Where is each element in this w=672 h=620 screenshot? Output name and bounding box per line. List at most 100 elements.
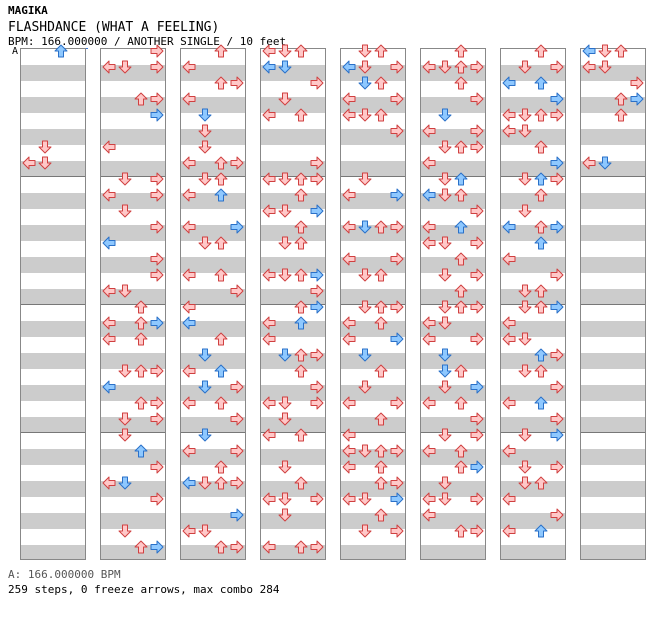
- song-title: FLASHDANCE (WHAT A FEELING): [8, 20, 220, 35]
- chart-column-8: [580, 44, 646, 560]
- measure-line: [21, 176, 85, 177]
- down-arrow-icon: [118, 524, 132, 538]
- right-arrow-icon: [470, 380, 484, 394]
- right-arrow-icon: [470, 460, 484, 474]
- down-arrow-icon: [518, 428, 532, 442]
- left-arrow-icon: [502, 332, 516, 346]
- down-arrow-icon: [358, 444, 372, 458]
- measure-line: [341, 304, 405, 305]
- down-arrow-icon: [518, 332, 532, 346]
- left-arrow-icon: [342, 316, 356, 330]
- measure-line: [501, 432, 565, 433]
- left-arrow-icon: [342, 460, 356, 474]
- left-arrow-icon: [422, 156, 436, 170]
- down-arrow-icon: [198, 172, 212, 186]
- down-arrow-icon: [198, 348, 212, 362]
- left-arrow-icon: [342, 108, 356, 122]
- right-arrow-icon: [390, 220, 404, 234]
- right-arrow-icon: [390, 188, 404, 202]
- chart-column-2: [100, 44, 166, 560]
- up-arrow-icon: [454, 220, 468, 234]
- left-arrow-icon: [342, 188, 356, 202]
- down-arrow-icon: [438, 316, 452, 330]
- down-arrow-icon: [278, 92, 292, 106]
- left-arrow-icon: [182, 188, 196, 202]
- down-arrow-icon: [518, 204, 532, 218]
- down-arrow-icon: [278, 460, 292, 474]
- up-arrow-icon: [534, 172, 548, 186]
- right-arrow-icon: [390, 300, 404, 314]
- right-arrow-icon: [150, 60, 164, 74]
- left-arrow-icon: [102, 140, 116, 154]
- up-arrow-icon: [134, 332, 148, 346]
- down-arrow-icon: [518, 108, 532, 122]
- up-arrow-icon: [134, 300, 148, 314]
- left-arrow-icon: [262, 172, 276, 186]
- up-arrow-icon: [294, 428, 308, 442]
- measure-line: [21, 304, 85, 305]
- up-arrow-icon: [534, 524, 548, 538]
- up-arrow-icon: [134, 540, 148, 554]
- down-arrow-icon: [598, 156, 612, 170]
- right-arrow-icon: [230, 220, 244, 234]
- right-arrow-icon: [550, 412, 564, 426]
- down-arrow-icon: [438, 188, 452, 202]
- left-arrow-icon: [422, 236, 436, 250]
- up-arrow-icon: [454, 60, 468, 74]
- down-arrow-icon: [38, 140, 52, 154]
- up-arrow-icon: [214, 76, 228, 90]
- measure-line: [341, 432, 405, 433]
- up-arrow-icon: [454, 364, 468, 378]
- up-arrow-icon: [214, 460, 228, 474]
- down-arrow-icon: [438, 236, 452, 250]
- down-arrow-icon: [438, 492, 452, 506]
- up-arrow-icon: [374, 108, 388, 122]
- right-arrow-icon: [150, 220, 164, 234]
- down-arrow-icon: [198, 124, 212, 138]
- up-arrow-icon: [534, 284, 548, 298]
- right-arrow-icon: [470, 92, 484, 106]
- left-arrow-icon: [502, 220, 516, 234]
- right-arrow-icon: [310, 172, 324, 186]
- up-arrow-icon: [294, 44, 308, 58]
- right-arrow-icon: [150, 460, 164, 474]
- up-arrow-icon: [374, 44, 388, 58]
- chart-column-1: [20, 44, 86, 560]
- right-arrow-icon: [150, 252, 164, 266]
- left-arrow-icon: [422, 188, 436, 202]
- measure-line: [101, 432, 165, 433]
- right-arrow-icon: [470, 492, 484, 506]
- up-arrow-icon: [534, 44, 548, 58]
- left-arrow-icon: [502, 76, 516, 90]
- up-arrow-icon: [454, 76, 468, 90]
- up-arrow-icon: [214, 540, 228, 554]
- right-arrow-icon: [150, 540, 164, 554]
- measure-line: [21, 432, 85, 433]
- left-arrow-icon: [422, 124, 436, 138]
- measure-line: [581, 176, 645, 177]
- left-arrow-icon: [102, 380, 116, 394]
- up-arrow-icon: [374, 460, 388, 474]
- chart-column-5: [340, 44, 406, 560]
- up-arrow-icon: [614, 92, 628, 106]
- right-arrow-icon: [230, 156, 244, 170]
- up-arrow-icon: [214, 188, 228, 202]
- left-arrow-icon: [422, 60, 436, 74]
- up-arrow-icon: [374, 412, 388, 426]
- right-arrow-icon: [150, 172, 164, 186]
- chart-column-6: [420, 44, 486, 560]
- left-arrow-icon: [502, 524, 516, 538]
- down-arrow-icon: [518, 476, 532, 490]
- up-arrow-icon: [294, 236, 308, 250]
- right-arrow-icon: [550, 92, 564, 106]
- right-arrow-icon: [310, 284, 324, 298]
- left-arrow-icon: [422, 220, 436, 234]
- up-arrow-icon: [454, 300, 468, 314]
- down-arrow-icon: [118, 476, 132, 490]
- up-arrow-icon: [534, 364, 548, 378]
- left-arrow-icon: [422, 508, 436, 522]
- down-arrow-icon: [278, 268, 292, 282]
- right-arrow-icon: [390, 332, 404, 346]
- up-arrow-icon: [534, 396, 548, 410]
- right-arrow-icon: [550, 172, 564, 186]
